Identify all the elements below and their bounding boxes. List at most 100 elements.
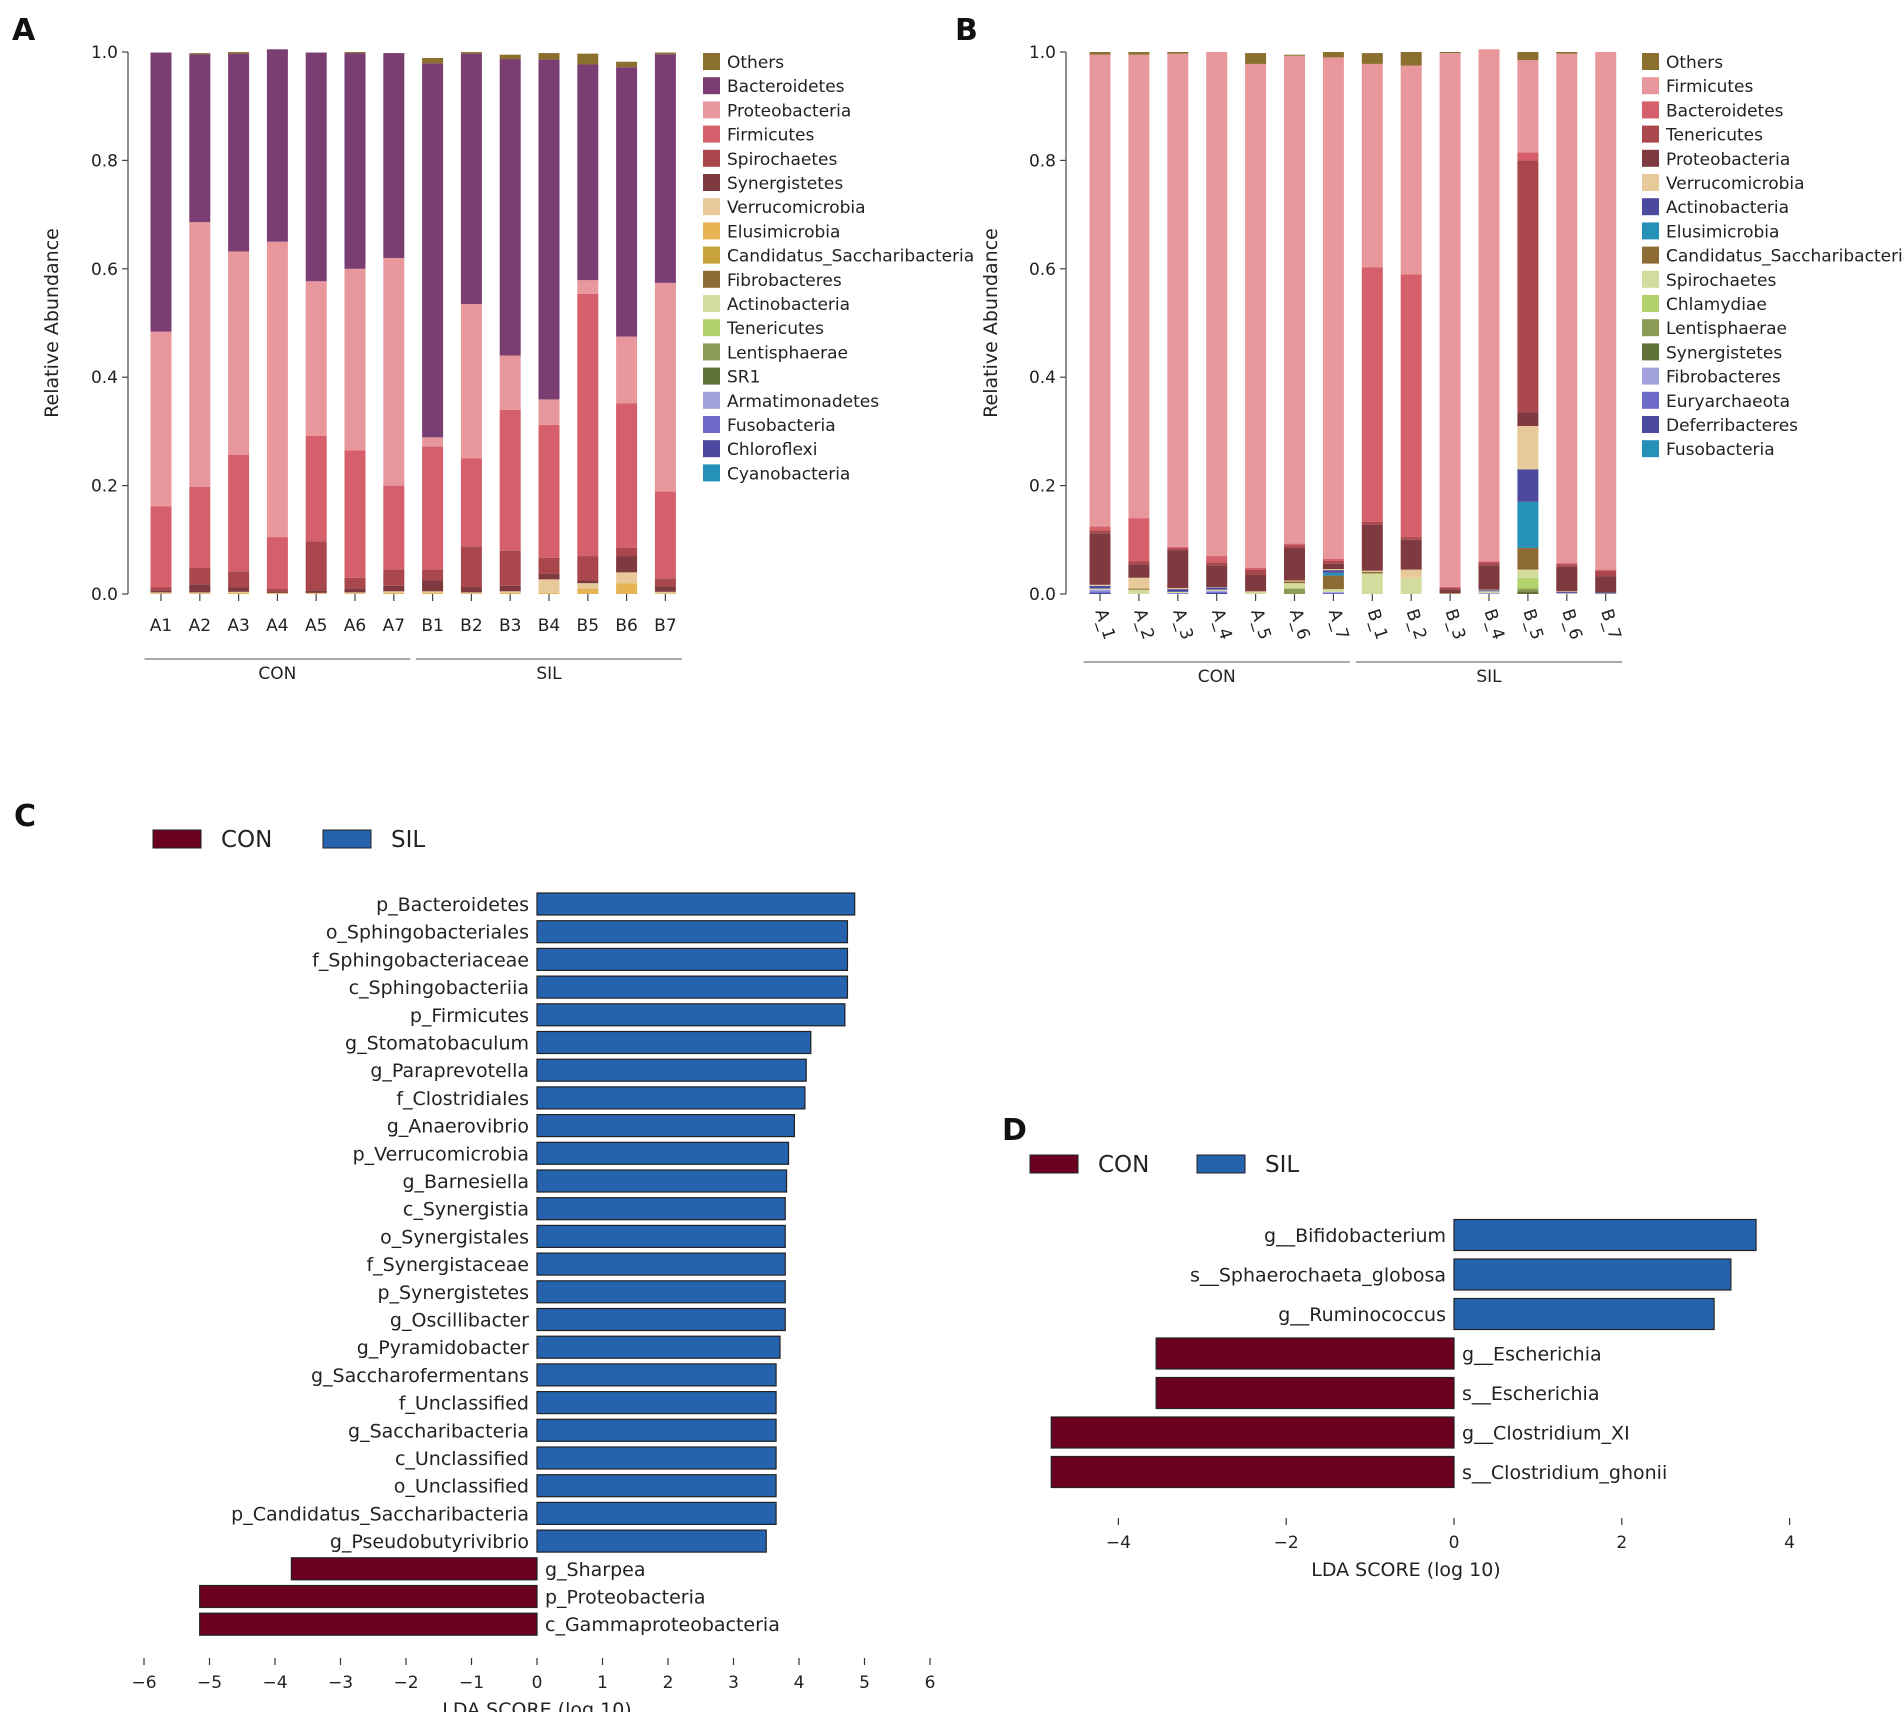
lda-bar-label: f_Synergistaceae [366,1254,529,1276]
lda-bar-label: g_Saccharofermentans [311,1365,529,1387]
lda-bar-label: g__Ruminococcus [1278,1304,1446,1326]
bar-segment-B3-bacteroidetes [499,59,521,356]
bar-segment-A1-bacteroidetes [150,52,172,332]
bar-segment-B7-verrucomicrobia [654,591,676,594]
bar-segment-A_4-spirochaetes [1206,589,1228,591]
bar-segment-B_6-tenericutes [1556,564,1578,567]
legend-label-con: CON [221,827,272,853]
bar-segment-A_1-others [1089,52,1111,55]
bar-segment-A6-spirochaetes [344,577,366,589]
legend-swatch [703,77,720,95]
bar-segment-A7-spirochaetes [383,569,405,586]
bar-segment-A7-bacteroidetes [383,53,405,258]
lda-bar [1453,1297,1715,1331]
bar-segment-A_7-euryarchaeota [1322,592,1344,594]
legend-swatch [703,391,720,409]
bar-segment-B_2-bacteroidetes [1400,274,1422,538]
y-tick-label: 0.0 [91,585,118,605]
legend-swatch-con [1029,1154,1079,1174]
y-tick-label: 0.8 [91,151,118,171]
group-label-sil: SIL [536,664,562,684]
bar-segment-A_5-firmicutes [1245,63,1267,568]
x-axis-title: LDA SCORE (log 10) [442,1699,631,1712]
x-tick-label: 1 [597,1673,608,1693]
bar-segment-A_6-proteobacteria [1284,547,1305,581]
group-label-sil: SIL [1476,667,1502,687]
lda-bar-label: g_Oscillibacter [390,1310,529,1332]
lda-bar [536,975,849,999]
bar-segment-B7-firmicutes [654,491,676,579]
legend-swatch [1642,198,1659,216]
lda-bar [536,1197,786,1221]
legend-swatch [703,53,720,70]
bar-segment-A3-elusimicrobia [228,592,250,594]
chart-d-lda-scores: CON SIL g__Bifidobacterium s__Sphaerochaeta… [1029,1152,1795,1581]
legend-swatch [1642,367,1659,385]
bar-segment-B2-proteobacteria [460,304,482,459]
bar-segment-A_3-proteobacteria [1167,550,1189,589]
lda-bar-label: s__Sphaerochaeta_globosa [1190,1265,1446,1287]
legend-swatch [703,174,720,191]
lda-bar [536,1307,786,1332]
bar-segment-A3-proteobacteria [228,251,250,455]
x-tick-label: 3 [728,1673,739,1693]
y-tick-label: 0.2 [1029,477,1056,497]
bar-segment-A6-verrucomicrobia [344,592,366,594]
bar-segment-B_5-proteobacteria [1517,412,1539,426]
bar-segment-A_3-bacteroidetes [1167,546,1189,549]
legend-label: Fusobacteria [1666,440,1775,460]
bar-segment-B_5-candidatus_saccharibacteria [1517,547,1539,570]
bar-segment-B6-others [616,61,638,68]
lda-bar-label: g_Stomatobaculum [345,1033,529,1055]
y-tick-label: 0.0 [1029,585,1056,605]
x-tick-label: A6 [344,616,366,636]
legend-label: SR1 [727,368,760,388]
bar-segment-A_2-proteobacteria [1128,564,1150,578]
x-tick-label: −2 [393,1673,418,1693]
bar-segment-B_1-bacteroidetes [1361,267,1383,522]
x-tick-label: A1 [150,616,172,636]
bar-segment-B5-verrucomicrobia [577,583,599,589]
bar-segment-B_5-tenericutes [1517,160,1539,413]
bar-segment-B5-bacteroidetes [577,64,599,281]
lda-bar-label: p_Candidatus_Saccharibacteria [231,1503,529,1525]
legend-swatch [703,416,720,433]
x-tick-label: 4 [794,1673,805,1693]
x-tick-label: B1 [421,616,443,636]
bar-segment-B4-proteobacteria [538,399,560,425]
bar-segment-A4-elusimicrobia [266,593,288,594]
legend-swatch [1642,101,1659,119]
bar-segment-A1-proteobacteria [150,331,172,507]
bar-segment-A2-synergistetes [189,584,211,593]
bar-segment-B_7-tenericutes [1595,570,1617,577]
y-tick-label: 0.4 [91,368,118,388]
lda-bar [536,1529,767,1553]
bar-segment-A_3-others [1167,52,1189,54]
bar-segment-B_7-actinobacteria [1595,592,1617,594]
legend-label: Proteobacteria [1666,150,1790,170]
bar-segment-B4-bacteroidetes [538,59,560,400]
bar-segment-A_6-spirochaetes [1284,583,1305,589]
x-tick-label: 4 [1784,1533,1795,1553]
lda-bar-label: p_Proteobacteria [545,1587,706,1609]
bar-segment-B5-others [577,53,599,65]
legend-swatch [703,464,720,482]
bar-segment-B3-verrucomicrobia [499,591,521,593]
lda-bar-label: p_Synergistetes [378,1282,530,1304]
bar-segment-A_1-proteobacteria [1089,533,1111,585]
bar-segment-A5-proteobacteria [305,281,327,436]
bar-segment-A_5-verrucomicrobia [1245,591,1267,593]
bar-segment-B6-verrucomicrobia [616,572,638,584]
bar-segment-B_2-verrucomicrobia [1400,569,1422,578]
legend-swatch [1642,246,1659,264]
lda-bar-label: g__Escherichia [1462,1344,1602,1366]
bar-segment-A_3-actinobacteria [1167,589,1189,592]
bar-segment-A_7-fibrobacteres [1322,591,1344,593]
lda-bar-label: g_Anaerovibrio [387,1116,529,1138]
legend-swatch-con [152,829,202,849]
bar-segment-B_6-others [1556,52,1578,54]
lda-bar-label: g_Barnesiella [402,1171,529,1193]
legend-label: Spirochaetes [1666,271,1776,291]
legend-label: Verrucomicrobia [727,198,866,218]
lda-bar-label: f_Unclassified [399,1393,529,1415]
